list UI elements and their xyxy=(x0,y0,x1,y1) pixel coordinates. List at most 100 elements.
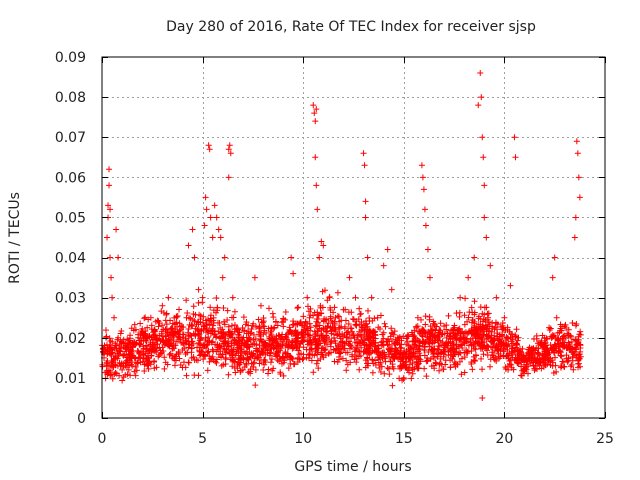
data-point xyxy=(192,325,199,332)
data-point xyxy=(543,346,550,353)
data-point xyxy=(424,334,431,341)
data-point xyxy=(570,351,577,358)
data-point xyxy=(211,331,218,338)
data-point xyxy=(397,344,404,351)
data-point xyxy=(554,336,561,343)
data-point xyxy=(421,365,428,372)
data-point xyxy=(358,318,365,325)
data-point xyxy=(106,182,113,189)
data-point xyxy=(483,325,490,332)
data-point xyxy=(103,334,110,341)
data-point xyxy=(196,337,203,344)
data-point xyxy=(166,351,173,358)
data-point xyxy=(197,312,204,319)
data-point xyxy=(347,324,354,331)
data-point xyxy=(314,311,321,318)
data-point xyxy=(142,314,149,321)
data-point xyxy=(133,367,140,374)
data-point xyxy=(493,294,500,301)
data-point xyxy=(196,352,203,359)
data-point xyxy=(243,337,250,344)
data-point xyxy=(322,346,329,353)
data-point xyxy=(307,334,314,341)
data-point xyxy=(267,329,274,336)
data-point xyxy=(331,358,338,365)
data-point xyxy=(352,321,359,328)
data-point xyxy=(430,326,437,333)
data-point xyxy=(340,306,347,313)
data-point xyxy=(573,321,580,328)
data-point xyxy=(460,338,467,345)
data-point xyxy=(419,174,426,181)
data-point xyxy=(575,354,582,361)
data-point xyxy=(501,342,508,349)
data-point xyxy=(311,110,318,117)
data-point xyxy=(131,321,138,328)
data-point xyxy=(290,270,297,277)
data-point xyxy=(377,351,384,358)
data-point xyxy=(115,334,122,341)
data-point xyxy=(504,363,511,370)
data-point xyxy=(360,322,367,329)
data-point xyxy=(225,338,232,345)
data-point xyxy=(255,316,262,323)
data-point xyxy=(304,338,311,345)
data-point xyxy=(107,206,114,213)
data-point xyxy=(228,340,235,347)
data-point xyxy=(190,303,197,310)
data-point xyxy=(109,294,116,301)
data-point xyxy=(361,162,368,169)
data-point xyxy=(576,194,583,201)
data-point xyxy=(275,342,282,349)
data-point xyxy=(189,226,196,233)
x-tick-label: 25 xyxy=(596,431,614,447)
data-point xyxy=(456,313,463,320)
data-point xyxy=(107,254,114,261)
data-point xyxy=(250,363,257,370)
data-point xyxy=(559,323,566,330)
data-point xyxy=(174,312,181,319)
data-point xyxy=(509,336,516,343)
data-point xyxy=(356,366,363,373)
data-point xyxy=(393,339,400,346)
data-point xyxy=(362,348,369,355)
data-point xyxy=(530,355,537,362)
data-point xyxy=(482,319,489,326)
data-point xyxy=(552,341,559,348)
data-point xyxy=(542,356,549,363)
data-point xyxy=(386,371,393,378)
data-point xyxy=(102,327,109,334)
data-point xyxy=(511,134,518,141)
data-point xyxy=(195,340,202,347)
data-point xyxy=(490,340,497,347)
data-point xyxy=(209,234,216,241)
data-point xyxy=(512,154,519,161)
data-point xyxy=(538,342,545,349)
data-point xyxy=(247,368,254,375)
data-point xyxy=(270,314,277,321)
data-point xyxy=(500,345,507,352)
data-point xyxy=(447,333,454,340)
data-point xyxy=(384,365,391,372)
data-point xyxy=(499,326,506,333)
data-point xyxy=(553,314,560,321)
data-point xyxy=(515,334,522,341)
data-point xyxy=(520,352,527,359)
data-point xyxy=(310,369,317,376)
data-point xyxy=(360,150,367,157)
data-point xyxy=(151,358,158,365)
data-point xyxy=(365,336,372,343)
data-point xyxy=(105,367,112,374)
data-point xyxy=(217,234,224,241)
data-point xyxy=(530,362,537,369)
data-point xyxy=(214,344,221,351)
data-point xyxy=(184,329,191,336)
data-point xyxy=(316,254,323,261)
data-point xyxy=(224,317,231,324)
data-point xyxy=(195,299,202,306)
data-point xyxy=(569,357,576,364)
data-point xyxy=(539,352,546,359)
data-point xyxy=(455,326,462,333)
data-point xyxy=(422,313,429,320)
data-point xyxy=(353,322,360,329)
